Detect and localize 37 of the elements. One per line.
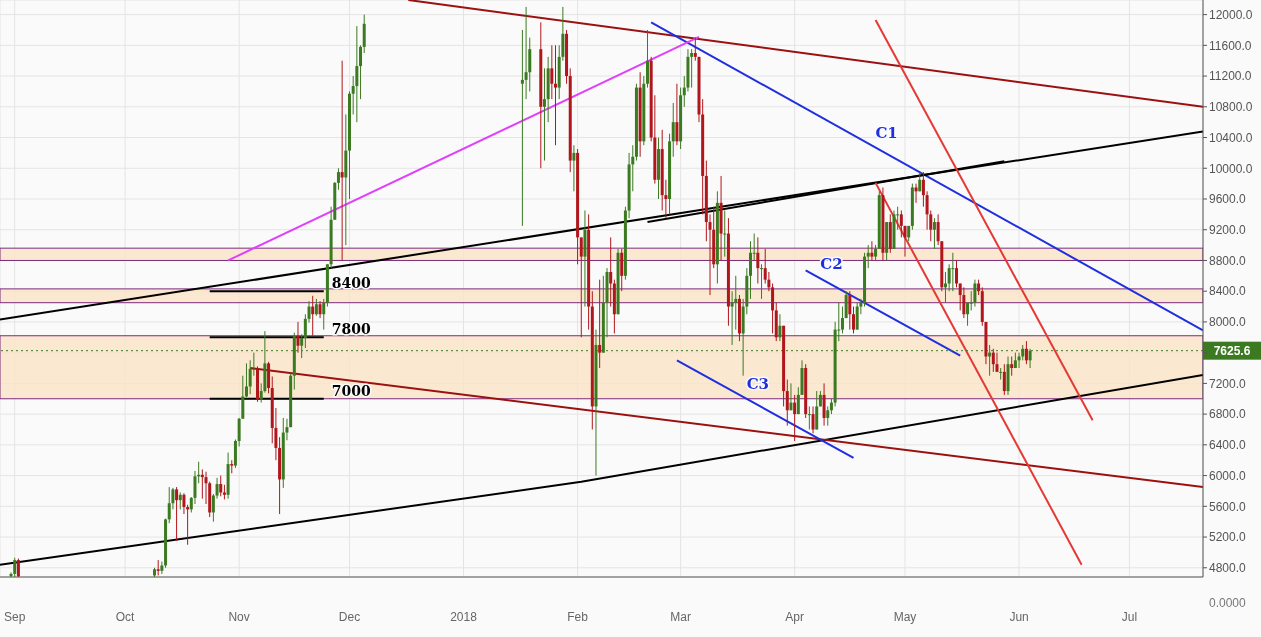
x-tick-label: Jul [1121, 610, 1138, 624]
annotation: C2 [820, 255, 843, 274]
y-tick-label: 7200.0 [1209, 376, 1247, 391]
annotation: C1 [875, 124, 898, 143]
series-label: 7800 [331, 321, 371, 338]
y-tick-label: 6400.0 [1209, 438, 1247, 453]
x-tick-label: Sep [4, 610, 26, 624]
y-tick-label: 6800.0 [1209, 407, 1247, 422]
x-tick-label: Nov [228, 610, 250, 624]
y-tick-label: 10800.0 [1209, 100, 1253, 115]
x-tick-label: Mar [670, 610, 691, 624]
y-tick-label: 8800.0 [1209, 253, 1247, 268]
y-tick-label: 9200.0 [1209, 222, 1247, 237]
ref-line-label: 7625.6 [1213, 343, 1251, 358]
x-tick-label: May [893, 610, 917, 624]
y-tick-label: 4800.0 [1209, 561, 1247, 576]
series-label: 7000 [331, 382, 371, 399]
series-label: 8400 [331, 275, 371, 292]
y-tick-label: 8000.0 [1209, 315, 1247, 330]
x-tick-label: Apr [785, 610, 804, 624]
y-tick-label: 12000.0 [1209, 7, 1253, 22]
y-tick-label: 11200.0 [1209, 69, 1252, 84]
y-tick-label: 10400.0 [1209, 130, 1253, 145]
x-tick-label: Feb [567, 610, 589, 624]
y-tick-label: 5200.0 [1209, 530, 1247, 545]
x-tick-label: Jun [1009, 610, 1029, 624]
text: 0.0000 [1209, 596, 1246, 610]
x-tick-label: 2018 [450, 610, 478, 624]
y-tick-label: 6000.0 [1209, 468, 1247, 483]
x-tick-label: Oct [115, 610, 136, 624]
y-tick-label: 9600.0 [1209, 192, 1247, 207]
y-tick-label: 8400.0 [1209, 284, 1247, 299]
y-tick-label: 10000.0 [1209, 161, 1253, 176]
annotation: C3 [746, 374, 770, 393]
y-tick-label: 5600.0 [1209, 499, 1247, 514]
y-tick-label: 11600.0 [1209, 38, 1252, 53]
x-tick-label: Dec [338, 610, 361, 624]
